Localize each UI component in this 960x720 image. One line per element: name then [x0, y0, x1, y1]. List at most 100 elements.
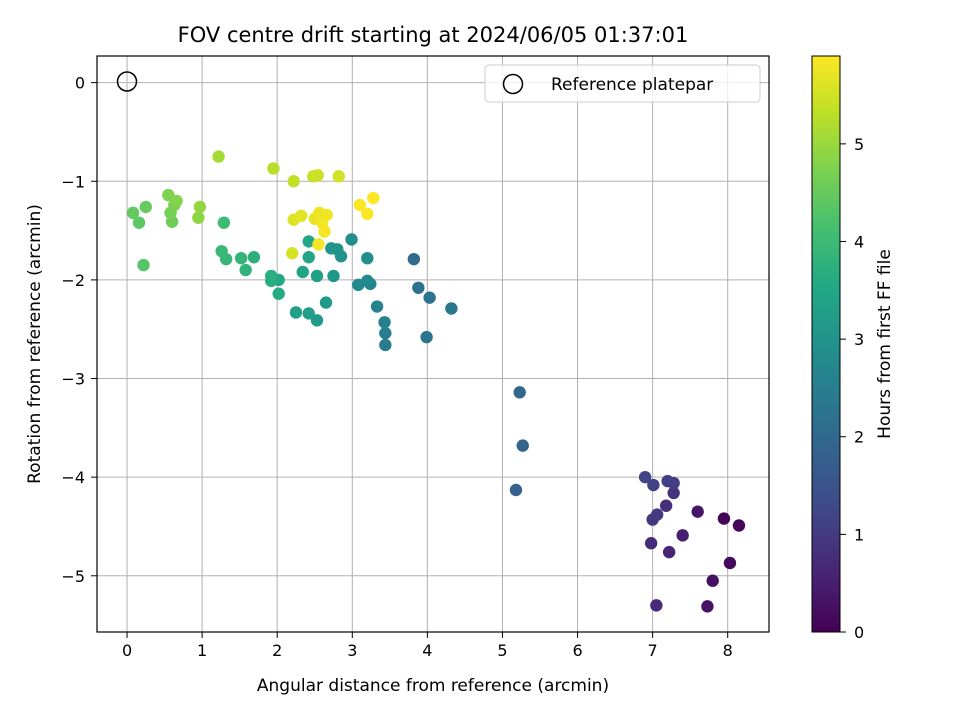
y-axis-label: Rotation from reference (arcmin)	[25, 204, 45, 484]
data-point	[318, 225, 331, 238]
data-point	[352, 278, 365, 292]
y-tick-label: −4	[61, 468, 85, 487]
colorbar-label: Hours from first FF file	[875, 249, 895, 439]
data-point	[723, 556, 737, 570]
data-point	[423, 291, 436, 304]
data-point	[302, 235, 315, 248]
colorbar-tick-label: 2	[854, 428, 864, 447]
data-point	[312, 238, 325, 251]
data-point	[310, 269, 324, 283]
data-point	[691, 505, 704, 518]
data-point	[361, 251, 374, 265]
data-point	[310, 314, 324, 327]
legend-marker-icon	[502, 73, 524, 95]
data-point	[370, 300, 384, 313]
data-point	[353, 198, 366, 212]
data-point	[647, 478, 660, 492]
y-tick-label: −1	[61, 172, 85, 191]
data-point	[706, 574, 719, 587]
legend: Reference platepar	[484, 64, 761, 103]
legend-box	[484, 64, 761, 103]
data-point	[325, 242, 338, 255]
data-point	[379, 326, 392, 340]
data-point	[302, 307, 315, 320]
reference-platepar-marker	[116, 71, 138, 92]
x-tick-label: 4	[422, 641, 432, 660]
data-point	[644, 537, 658, 550]
x-tick-label: 0	[122, 641, 132, 660]
data-point	[650, 599, 663, 612]
data-point	[239, 263, 252, 277]
data-point	[420, 330, 433, 344]
colorbar-gradient	[811, 55, 841, 633]
data-point	[445, 302, 458, 315]
colorbar-tick-label: 0	[854, 623, 864, 642]
plot-frame	[96, 55, 770, 633]
x-tick-label: 3	[347, 641, 357, 660]
data-point	[717, 512, 731, 525]
data-point	[289, 306, 303, 319]
data-point	[327, 269, 340, 283]
data-point	[192, 211, 205, 224]
colorbar-tick-label: 1	[854, 525, 864, 544]
x-tick-label: 7	[648, 641, 658, 660]
data-point	[367, 191, 380, 205]
data-point	[286, 247, 299, 260]
data-point	[264, 269, 278, 283]
x-axis-ticks: 0 1 2 3 4 5 6 7 8	[122, 632, 733, 660]
colorbar-tick-label: 3	[854, 330, 864, 349]
data-point	[296, 265, 309, 279]
data-point	[332, 170, 345, 183]
y-tick-label: −5	[61, 567, 85, 586]
data-point	[701, 600, 714, 613]
data-point	[215, 245, 228, 258]
x-tick-label: 1	[197, 641, 207, 660]
y-tick-label: −2	[61, 271, 85, 290]
x-axis-label: Angular distance from reference (arcmin)	[257, 676, 609, 696]
data-point	[650, 508, 664, 521]
grid-lines	[97, 56, 769, 632]
x-tick-label: 8	[723, 641, 733, 660]
data-point	[287, 175, 300, 188]
data-point	[247, 251, 261, 264]
data-point	[345, 233, 358, 246]
data-point	[311, 169, 324, 182]
data-point	[212, 150, 225, 163]
data-point	[272, 287, 285, 300]
colorbar-ticks: 0 1 2 3 4 5	[840, 135, 864, 642]
data-point	[234, 251, 248, 265]
data-point	[295, 209, 308, 222]
y-tick-label: 0	[75, 74, 85, 93]
data-point	[132, 216, 146, 229]
data-point	[126, 206, 140, 220]
data-point	[676, 529, 689, 542]
legend-label: Reference platepar	[551, 75, 713, 95]
data-points	[126, 150, 746, 613]
x-tick-label: 5	[497, 641, 507, 660]
data-point	[302, 251, 315, 264]
x-tick-label: 6	[572, 641, 582, 660]
data-point	[170, 194, 183, 208]
data-point	[732, 519, 746, 532]
data-point	[667, 486, 680, 500]
data-point	[378, 316, 391, 329]
data-point	[319, 296, 333, 309]
data-point	[412, 281, 425, 294]
y-axis-ticks: 0 −1 −2 −3 −4 −5	[61, 74, 97, 586]
data-point	[193, 200, 207, 214]
x-tick-label: 2	[272, 641, 282, 660]
y-tick-label: −3	[61, 370, 85, 389]
data-point	[516, 439, 529, 452]
data-point	[407, 252, 421, 266]
data-point	[139, 200, 153, 214]
data-point	[509, 483, 523, 497]
colorbar: 0 1 2 3 4 5 Hours from first FF file	[811, 55, 895, 642]
data-point	[638, 470, 652, 484]
colorbar-tick-label: 4	[854, 232, 864, 251]
data-point	[361, 207, 374, 221]
data-point	[217, 216, 231, 229]
data-point	[659, 499, 673, 512]
data-point	[137, 258, 150, 272]
colorbar-tick-label: 5	[854, 135, 864, 154]
